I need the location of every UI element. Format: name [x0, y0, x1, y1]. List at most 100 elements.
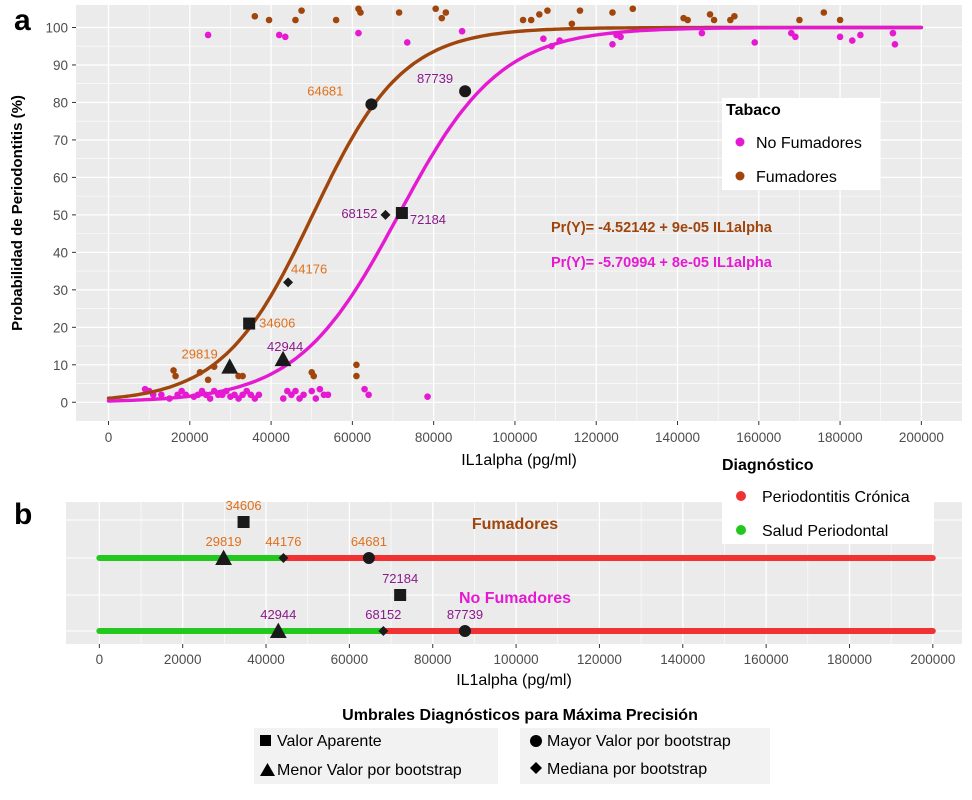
point-fumadores: [442, 9, 450, 16]
x-tick-label: 160000: [744, 652, 789, 667]
y-tick-label: 30: [53, 283, 68, 298]
legend-key-cronica: [736, 491, 746, 501]
panel-label-b: b: [14, 498, 32, 531]
point-fumadores: [836, 16, 844, 24]
marker-b-label-34606: 34606: [225, 498, 261, 513]
x-tick-label: 40000: [247, 652, 285, 667]
point-fumadores: [204, 376, 212, 384]
point-no-fumadores: [158, 391, 165, 399]
point-no-fumadores: [403, 39, 411, 46]
marker-b-label-72184: 72184: [382, 571, 418, 586]
point-fumadores: [239, 372, 246, 380]
panel-a-background: [76, 5, 962, 421]
panel-a-markers: 34606 29819 44176 64681 72184 42944 68152 87739: [182, 71, 472, 374]
equation-fumadores: Pr(Y)= -4.52142 + 9e-05 IL1alpha: [551, 220, 773, 236]
marker-diamond-68152: [380, 209, 391, 220]
y-tick-label: 90: [53, 58, 68, 73]
marker-label-42944: 42944: [267, 339, 303, 354]
point-fumadores: [731, 12, 738, 20]
y-tick-label: 50: [53, 208, 68, 223]
panel-b-x-axis-label: IL1alpha (pg/ml): [456, 672, 572, 689]
x-tick-label: 0: [105, 430, 113, 445]
marker-b-label-68152: 68152: [365, 607, 401, 622]
panel-a-x-axis-label: IL1alpha (pg/ml): [461, 452, 577, 469]
x-tick-label: 20000: [171, 430, 209, 445]
legend-diagnostico-title: Diagnóstico: [722, 457, 814, 474]
marker-circle-87739: [459, 85, 472, 98]
point-fumadores: [820, 9, 828, 16]
point-fumadores: [609, 9, 616, 16]
point-fumadores: [172, 372, 179, 380]
x-tick-label: 160000: [736, 430, 781, 445]
point-no-fumadores: [282, 33, 289, 41]
marker-b-triangle-42944: [269, 622, 287, 638]
point-fumadores: [710, 16, 718, 24]
marker-b-diamond-44176: [278, 553, 289, 563]
x-tick-label: 60000: [334, 430, 372, 445]
x-tick-label: 200000: [899, 430, 944, 445]
legend-key-salud: [736, 525, 746, 535]
marker-label-72184: 72184: [410, 212, 446, 227]
group-label-no-fumadores: No Fumadores: [459, 590, 571, 607]
legend-umbrales-title: Umbrales Diagnósticos para Máxima Precis…: [342, 707, 698, 724]
legend-label-valor-aparente: Valor Aparente: [277, 733, 382, 750]
point-fumadores: [536, 11, 543, 18]
panel-a-axes: 0 20000 40000 60000 80000 100000 120000 140000 1…: [45, 20, 943, 445]
marker-label-29819: 29819: [182, 347, 218, 362]
x-tick-label: 60000: [331, 652, 369, 667]
legend-umbrales-bg-1: [254, 728, 498, 784]
marker-label-44176: 44176: [291, 261, 327, 276]
point-no-fumadores: [617, 33, 624, 41]
panel-b-axes: 0 20000 40000 60000 80000 100000 120000 140000 1…: [96, 644, 955, 667]
panel-a-curves: [106, 25, 924, 403]
marker-b-triangle-29819: [215, 549, 233, 565]
x-tick-label: 20000: [164, 652, 202, 667]
marker-label-64681: 64681: [307, 83, 343, 98]
y-tick-label: 20: [53, 320, 68, 335]
group-label-fumadores: Fumadores: [472, 516, 558, 533]
marker-b-label-87739: 87739: [447, 607, 483, 622]
point-no-fumadores: [540, 35, 547, 43]
legend-tabaco-background: [722, 98, 880, 190]
panel-a-y-axis-label: Probabilidad de Periodontitis (%): [9, 95, 26, 331]
x-tick-label: 120000: [577, 652, 622, 667]
y-tick-label: 100: [45, 20, 68, 35]
point-no-fumadores: [324, 391, 332, 399]
point-fumadores: [332, 16, 340, 24]
equation-no-fumadores: Pr(Y)= -5.70994 + 8e-05 IL1alpha: [551, 255, 773, 271]
point-no-fumadores: [751, 39, 759, 46]
y-tick-label: 0: [60, 395, 68, 410]
legend-tabaco-title: Tabaco: [726, 102, 781, 119]
x-tick-label: 180000: [827, 652, 872, 667]
point-fumadores: [568, 20, 576, 28]
panel-b-lines: [96, 555, 936, 634]
point-no-fumadores: [204, 31, 212, 39]
marker-triangle-42944: [274, 350, 292, 367]
point-fumadores: [432, 5, 439, 13]
point-no-fumadores: [857, 31, 864, 39]
marker-label-87739: 87739: [417, 71, 453, 86]
marker-b-label-64681: 64681: [351, 534, 387, 549]
panel-label-a: a: [14, 4, 31, 37]
point-no-fumadores: [308, 387, 316, 395]
legend-label-no-fumadores: No Fumadores: [756, 135, 862, 152]
point-fumadores: [353, 372, 360, 380]
legend-label-mediana: Mediana por bootstrap: [547, 761, 707, 778]
legend-umbrales: Umbrales Diagnósticos para Máxima Precis…: [254, 707, 770, 784]
marker-b-square-34606: [237, 516, 250, 528]
x-tick-label: 180000: [818, 430, 863, 445]
point-no-fumadores: [300, 391, 307, 399]
point-no-fumadores: [891, 41, 899, 48]
y-tick-label: 10: [53, 358, 68, 373]
point-no-fumadores: [361, 385, 368, 393]
legend-label-fumadores: Fumadores: [756, 169, 837, 186]
legend-label-salud: Salud Periodontal: [762, 523, 888, 540]
x-tick-label: 100000: [494, 652, 539, 667]
marker-b-circle-64681: [362, 552, 375, 564]
point-no-fumadores: [312, 395, 320, 402]
marker-square-72184: [395, 207, 408, 219]
point-no-fumadores: [836, 33, 844, 41]
legend-label-cronica: Periodontitis Crónica: [762, 489, 910, 506]
y-tick-label: 40: [53, 245, 68, 260]
